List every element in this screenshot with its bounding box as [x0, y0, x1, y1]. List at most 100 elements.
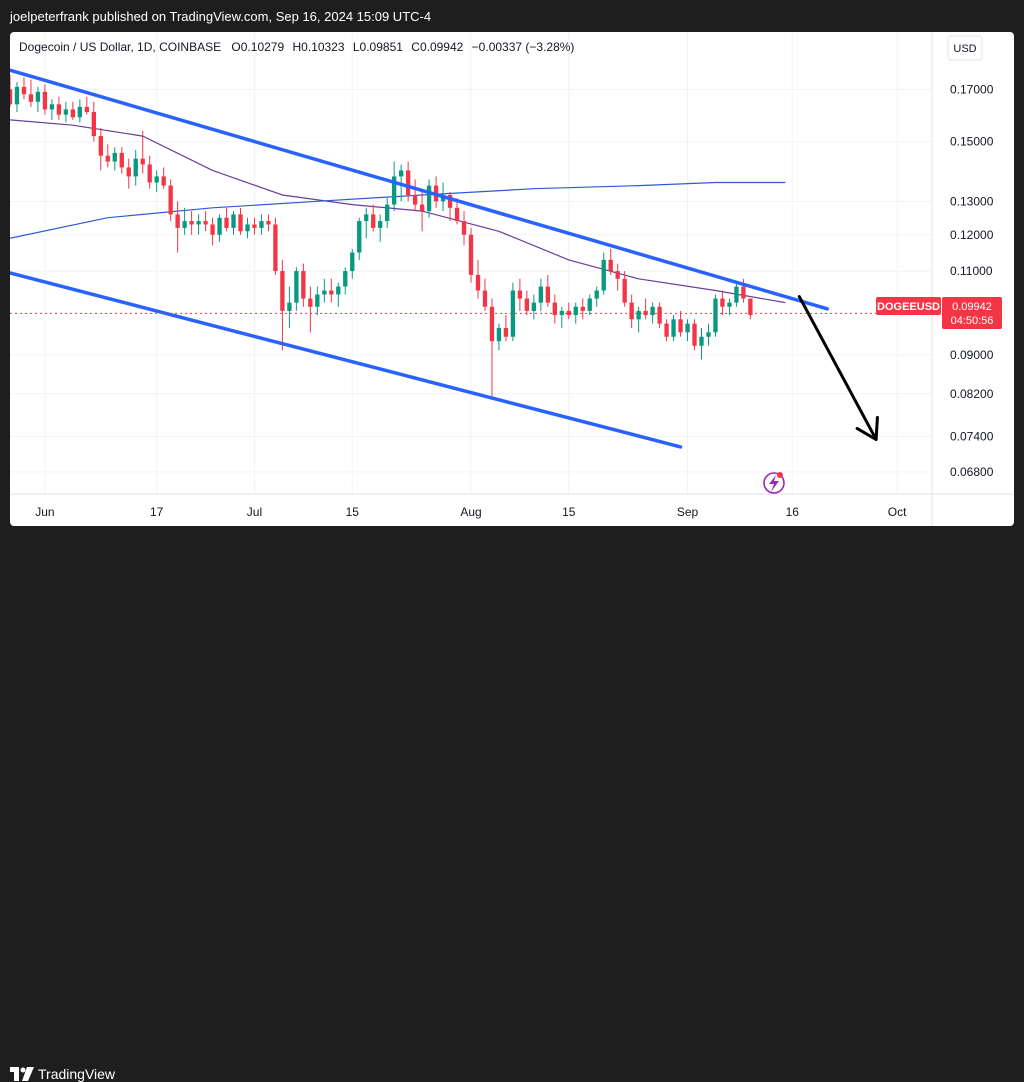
candle-body: [531, 302, 537, 311]
candle-body: [692, 323, 697, 346]
moving-average-line: [10, 181, 786, 239]
candle: [98, 127, 103, 171]
candle-body: [14, 86, 20, 105]
candle: [559, 306, 564, 328]
candle-body: [706, 332, 711, 337]
tradingview-logo-icon: [10, 1067, 34, 1081]
flash-icon[interactable]: [763, 472, 785, 494]
candle-body: [329, 290, 334, 295]
candle: [112, 147, 117, 171]
candle: [10, 74, 13, 107]
candle-body: [133, 158, 138, 177]
candle-body: [140, 158, 145, 165]
candle: [84, 96, 89, 115]
candle-body: [601, 259, 606, 291]
candle-body: [35, 91, 41, 102]
price-change: −0.00337 (−3.28%): [472, 40, 575, 54]
candle-body: [266, 221, 271, 225]
candle-body: [713, 298, 718, 333]
candle: [350, 248, 355, 279]
candle: [175, 201, 180, 253]
candle-body: [371, 214, 376, 228]
candle-body: [49, 104, 55, 110]
candle: [105, 144, 110, 168]
x-tick-label: Aug: [460, 505, 481, 519]
last-price-tag: DOGEEUSD 0.09942 04:50:56: [876, 297, 1002, 329]
publish-info: joelpeterfrank published on TradingView.…: [10, 9, 432, 24]
candle: [371, 204, 376, 232]
candle-body: [217, 217, 222, 235]
candle: [224, 207, 229, 232]
candle-body: [154, 176, 159, 183]
candle: [671, 315, 676, 342]
candle: [378, 214, 383, 242]
candle-body: [280, 271, 285, 311]
tradingview-brand: TradingView: [38, 1066, 116, 1082]
candle: [91, 101, 96, 142]
candle: [259, 214, 264, 235]
y-tick-label: 0.09000: [950, 348, 994, 362]
candle-body: [105, 155, 110, 162]
candle-body: [510, 290, 516, 337]
candle-body: [196, 221, 201, 225]
candle: [608, 248, 613, 275]
candle-body: [70, 109, 76, 118]
y-tick-label: 0.17000: [950, 82, 994, 96]
y-tick-label: 0.13000: [950, 194, 994, 208]
candle-body: [231, 214, 236, 228]
candle-body: [189, 221, 194, 225]
candle-body: [21, 86, 27, 95]
candle: [273, 217, 278, 275]
candle-body: [734, 286, 739, 303]
candle-body: [119, 152, 124, 168]
y-tick-label: 0.08200: [950, 387, 994, 401]
candle-body: [63, 109, 69, 115]
candle-body: [720, 298, 725, 307]
candle: [63, 101, 69, 123]
y-tick-label: 0.07400: [950, 430, 994, 444]
candle: [252, 217, 257, 235]
candle-body: [10, 89, 13, 105]
candle: [503, 315, 509, 342]
candle-body: [398, 170, 404, 177]
candle: [336, 282, 341, 307]
candle: [196, 214, 201, 235]
candle-body: [147, 164, 152, 183]
candle-body: [252, 224, 257, 228]
currency-button[interactable]: USD: [947, 35, 983, 61]
candle: [329, 278, 334, 303]
candle-body: [748, 298, 753, 316]
candle: [454, 198, 460, 225]
candle: [629, 294, 634, 328]
channel-trendline: [10, 68, 829, 311]
chart-panel[interactable]: 0.17000 0.15000 0.13000 0.12000 0.11000 0.090…: [10, 32, 1014, 526]
candle: [364, 207, 369, 239]
candle-body: [322, 290, 327, 295]
publish-header: joelpeterfrank published on TradingView.…: [0, 0, 1024, 32]
symbol-info: Dogecoin / US Dollar, 1D, COINBASE O0.10…: [19, 40, 574, 54]
drawings: [10, 68, 879, 449]
candle-body: [727, 302, 732, 307]
candle: [147, 155, 152, 189]
price-chart[interactable]: 0.17000 0.15000 0.13000 0.12000 0.11000 0.090…: [10, 32, 1014, 526]
x-tick-label: Sep: [677, 505, 699, 519]
candle-body: [419, 204, 425, 212]
candle-body: [42, 91, 48, 110]
x-tick-label: 15: [562, 505, 576, 519]
candle-body: [545, 286, 550, 303]
candle: [496, 323, 502, 351]
candle: [461, 211, 467, 246]
candle-body: [454, 207, 460, 222]
candle: [580, 298, 585, 320]
candle: [426, 179, 432, 218]
candle-body: [412, 194, 418, 205]
candle: [636, 306, 641, 333]
candle-body: [538, 286, 544, 303]
candle-body: [629, 302, 634, 320]
candle: [231, 211, 236, 235]
candle: [168, 179, 173, 222]
channel-trendline: [10, 271, 683, 449]
candle: [685, 319, 690, 342]
candle: [699, 327, 704, 360]
candle-body: [161, 176, 166, 186]
